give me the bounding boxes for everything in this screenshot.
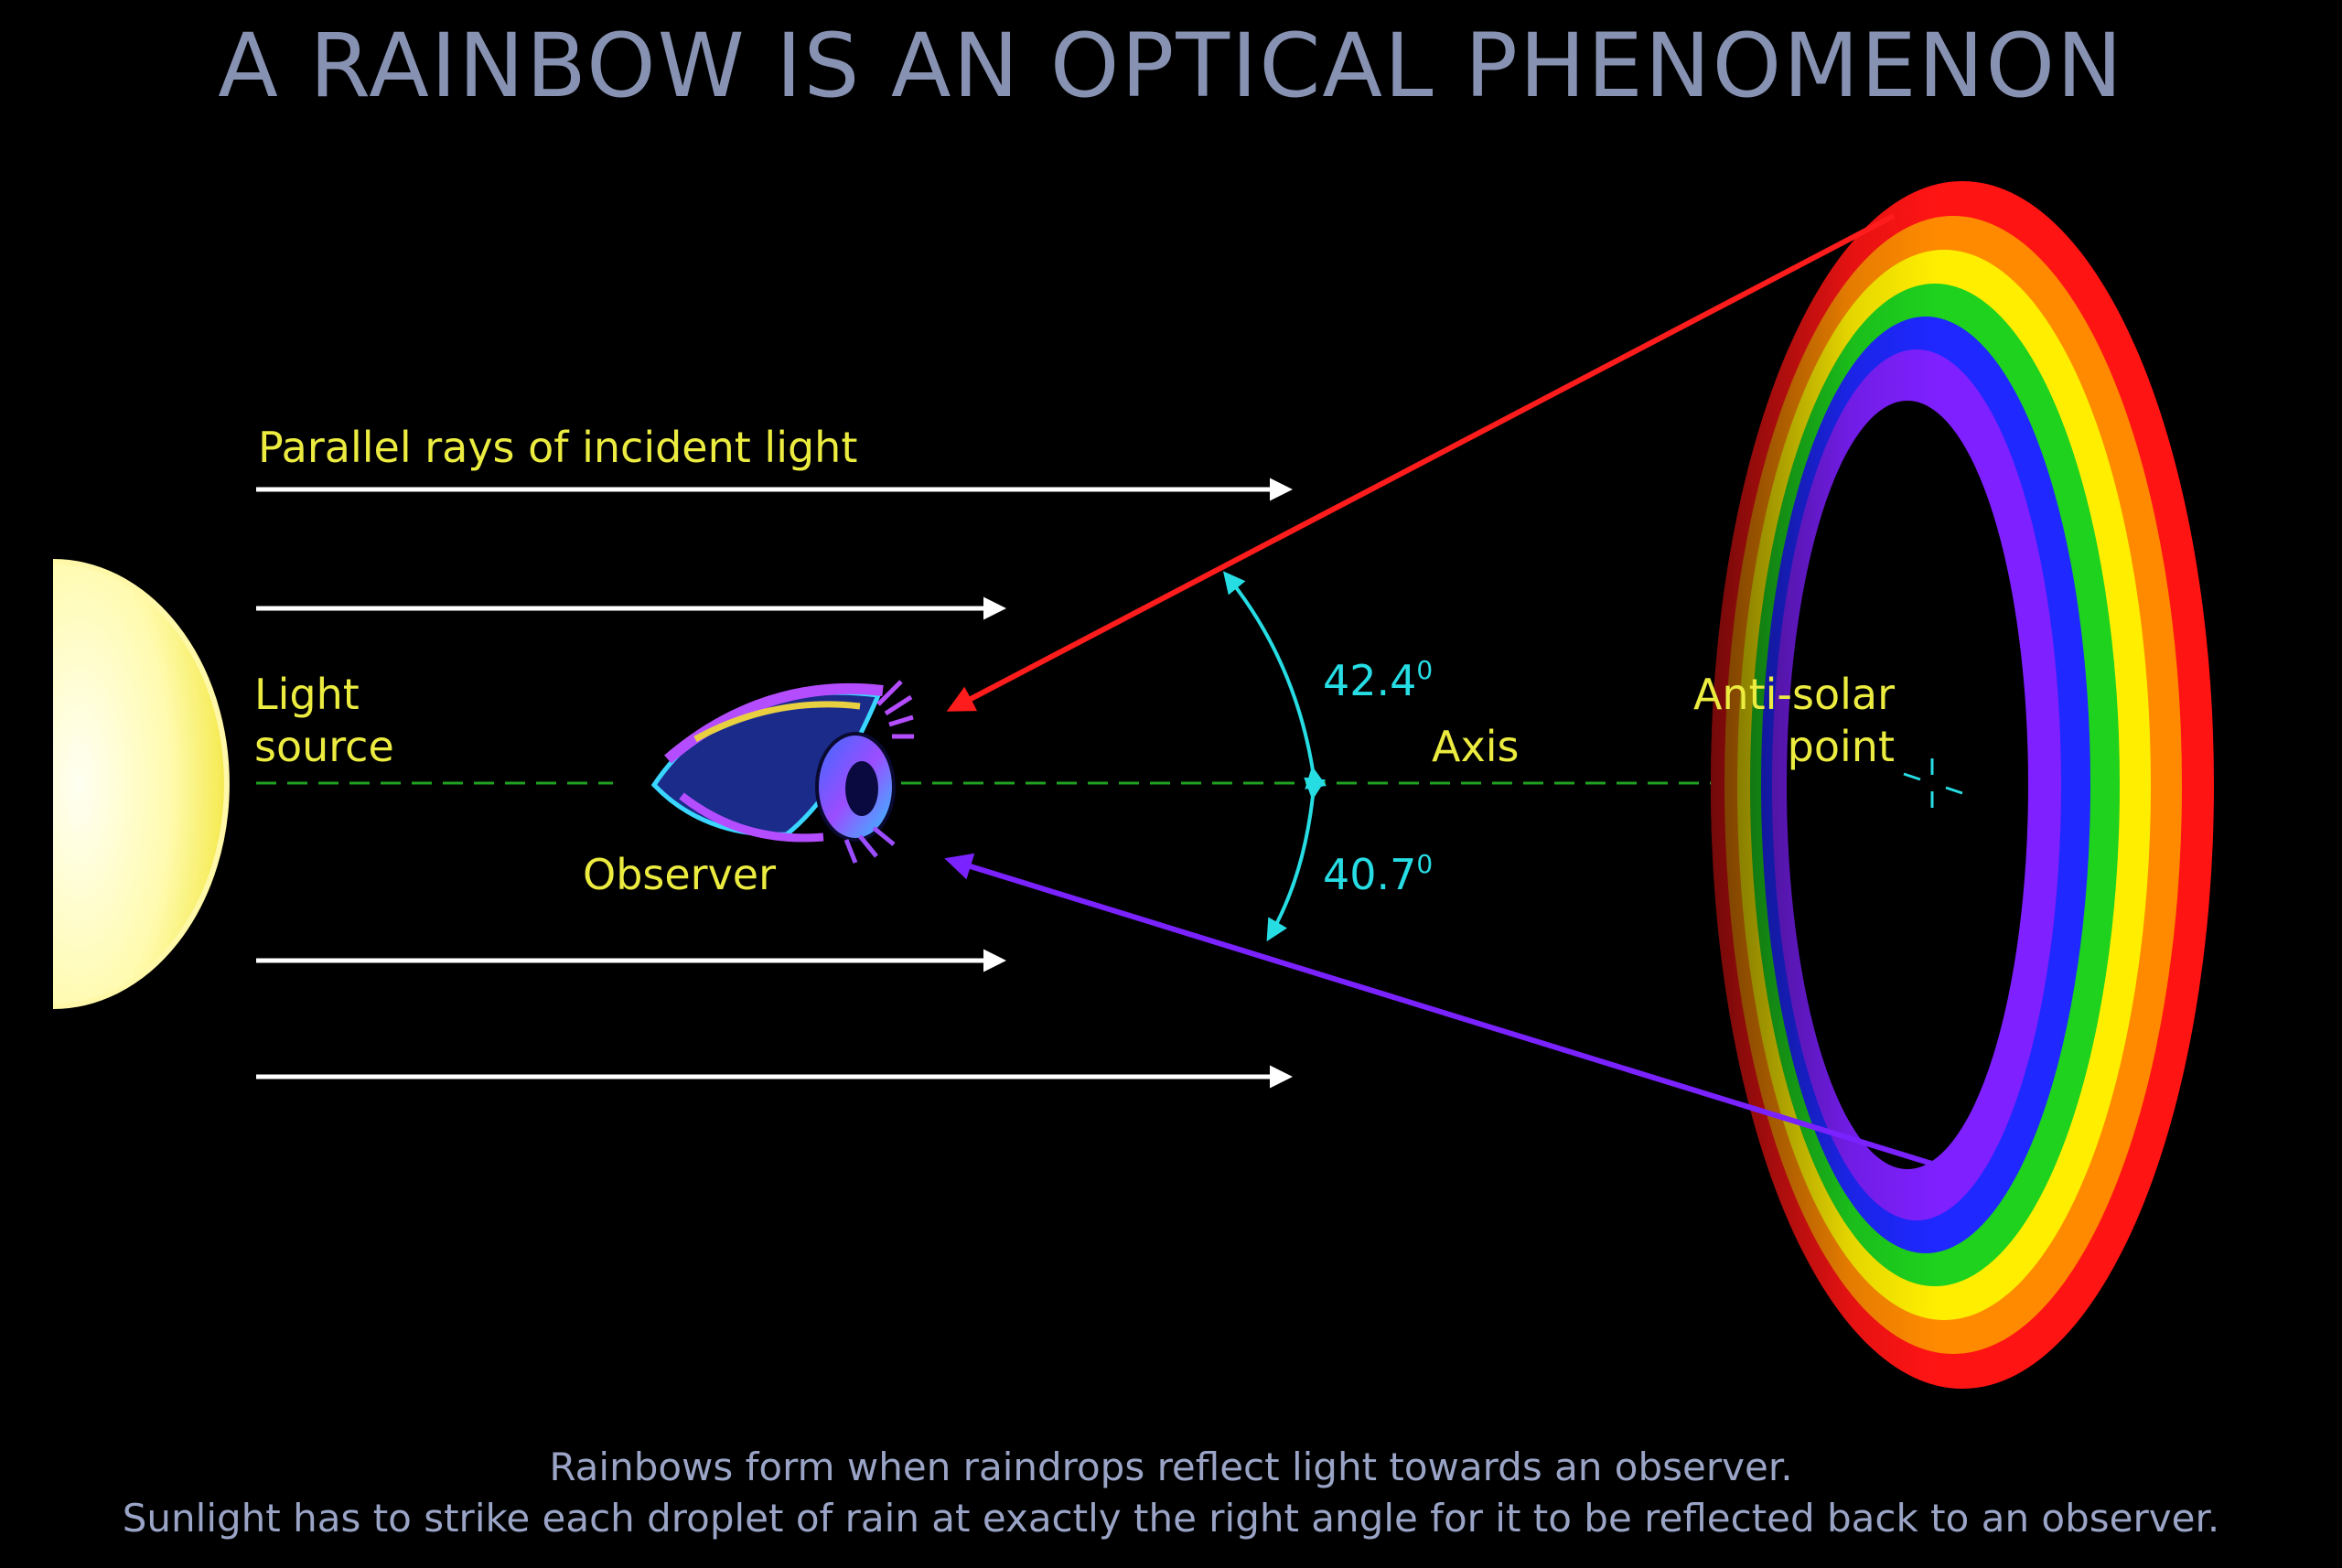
- angle-bottom-label: 40.70: [1323, 849, 1433, 899]
- rays-label: Parallel rays of incident light: [258, 423, 857, 472]
- caption-line1: Rainbows form when raindrops reflect lig…: [549, 1444, 1792, 1489]
- page-title: A RAINBOW IS AN OPTICAL PHENOMENON: [218, 15, 2124, 117]
- rainbow-ring: [1711, 181, 2214, 1389]
- sun-icon: [52, 559, 230, 1009]
- red-ray: [946, 213, 1896, 712]
- angle-arc-top: [1222, 571, 1327, 789]
- caption-line2: Sunlight has to strike each droplet of r…: [123, 1496, 2219, 1541]
- violet-ray: [944, 853, 1936, 1167]
- angle-top-label: 42.40: [1323, 655, 1433, 705]
- incident-rays: [256, 478, 1293, 1089]
- observer-label: Observer: [583, 850, 776, 899]
- axis-label: Axis: [1432, 722, 1519, 771]
- angle-arc-bottom: [1266, 777, 1327, 942]
- observer-eye-icon: [650, 680, 914, 864]
- light-source-label-line2: source: [254, 722, 394, 771]
- light-source-label-line1: Light: [254, 670, 360, 719]
- anti-solar-point-marker: [1903, 758, 1963, 808]
- anti-solar-label-line2: point: [1788, 722, 1895, 771]
- anti-solar-label-line1: Anti-solar: [1693, 670, 1895, 719]
